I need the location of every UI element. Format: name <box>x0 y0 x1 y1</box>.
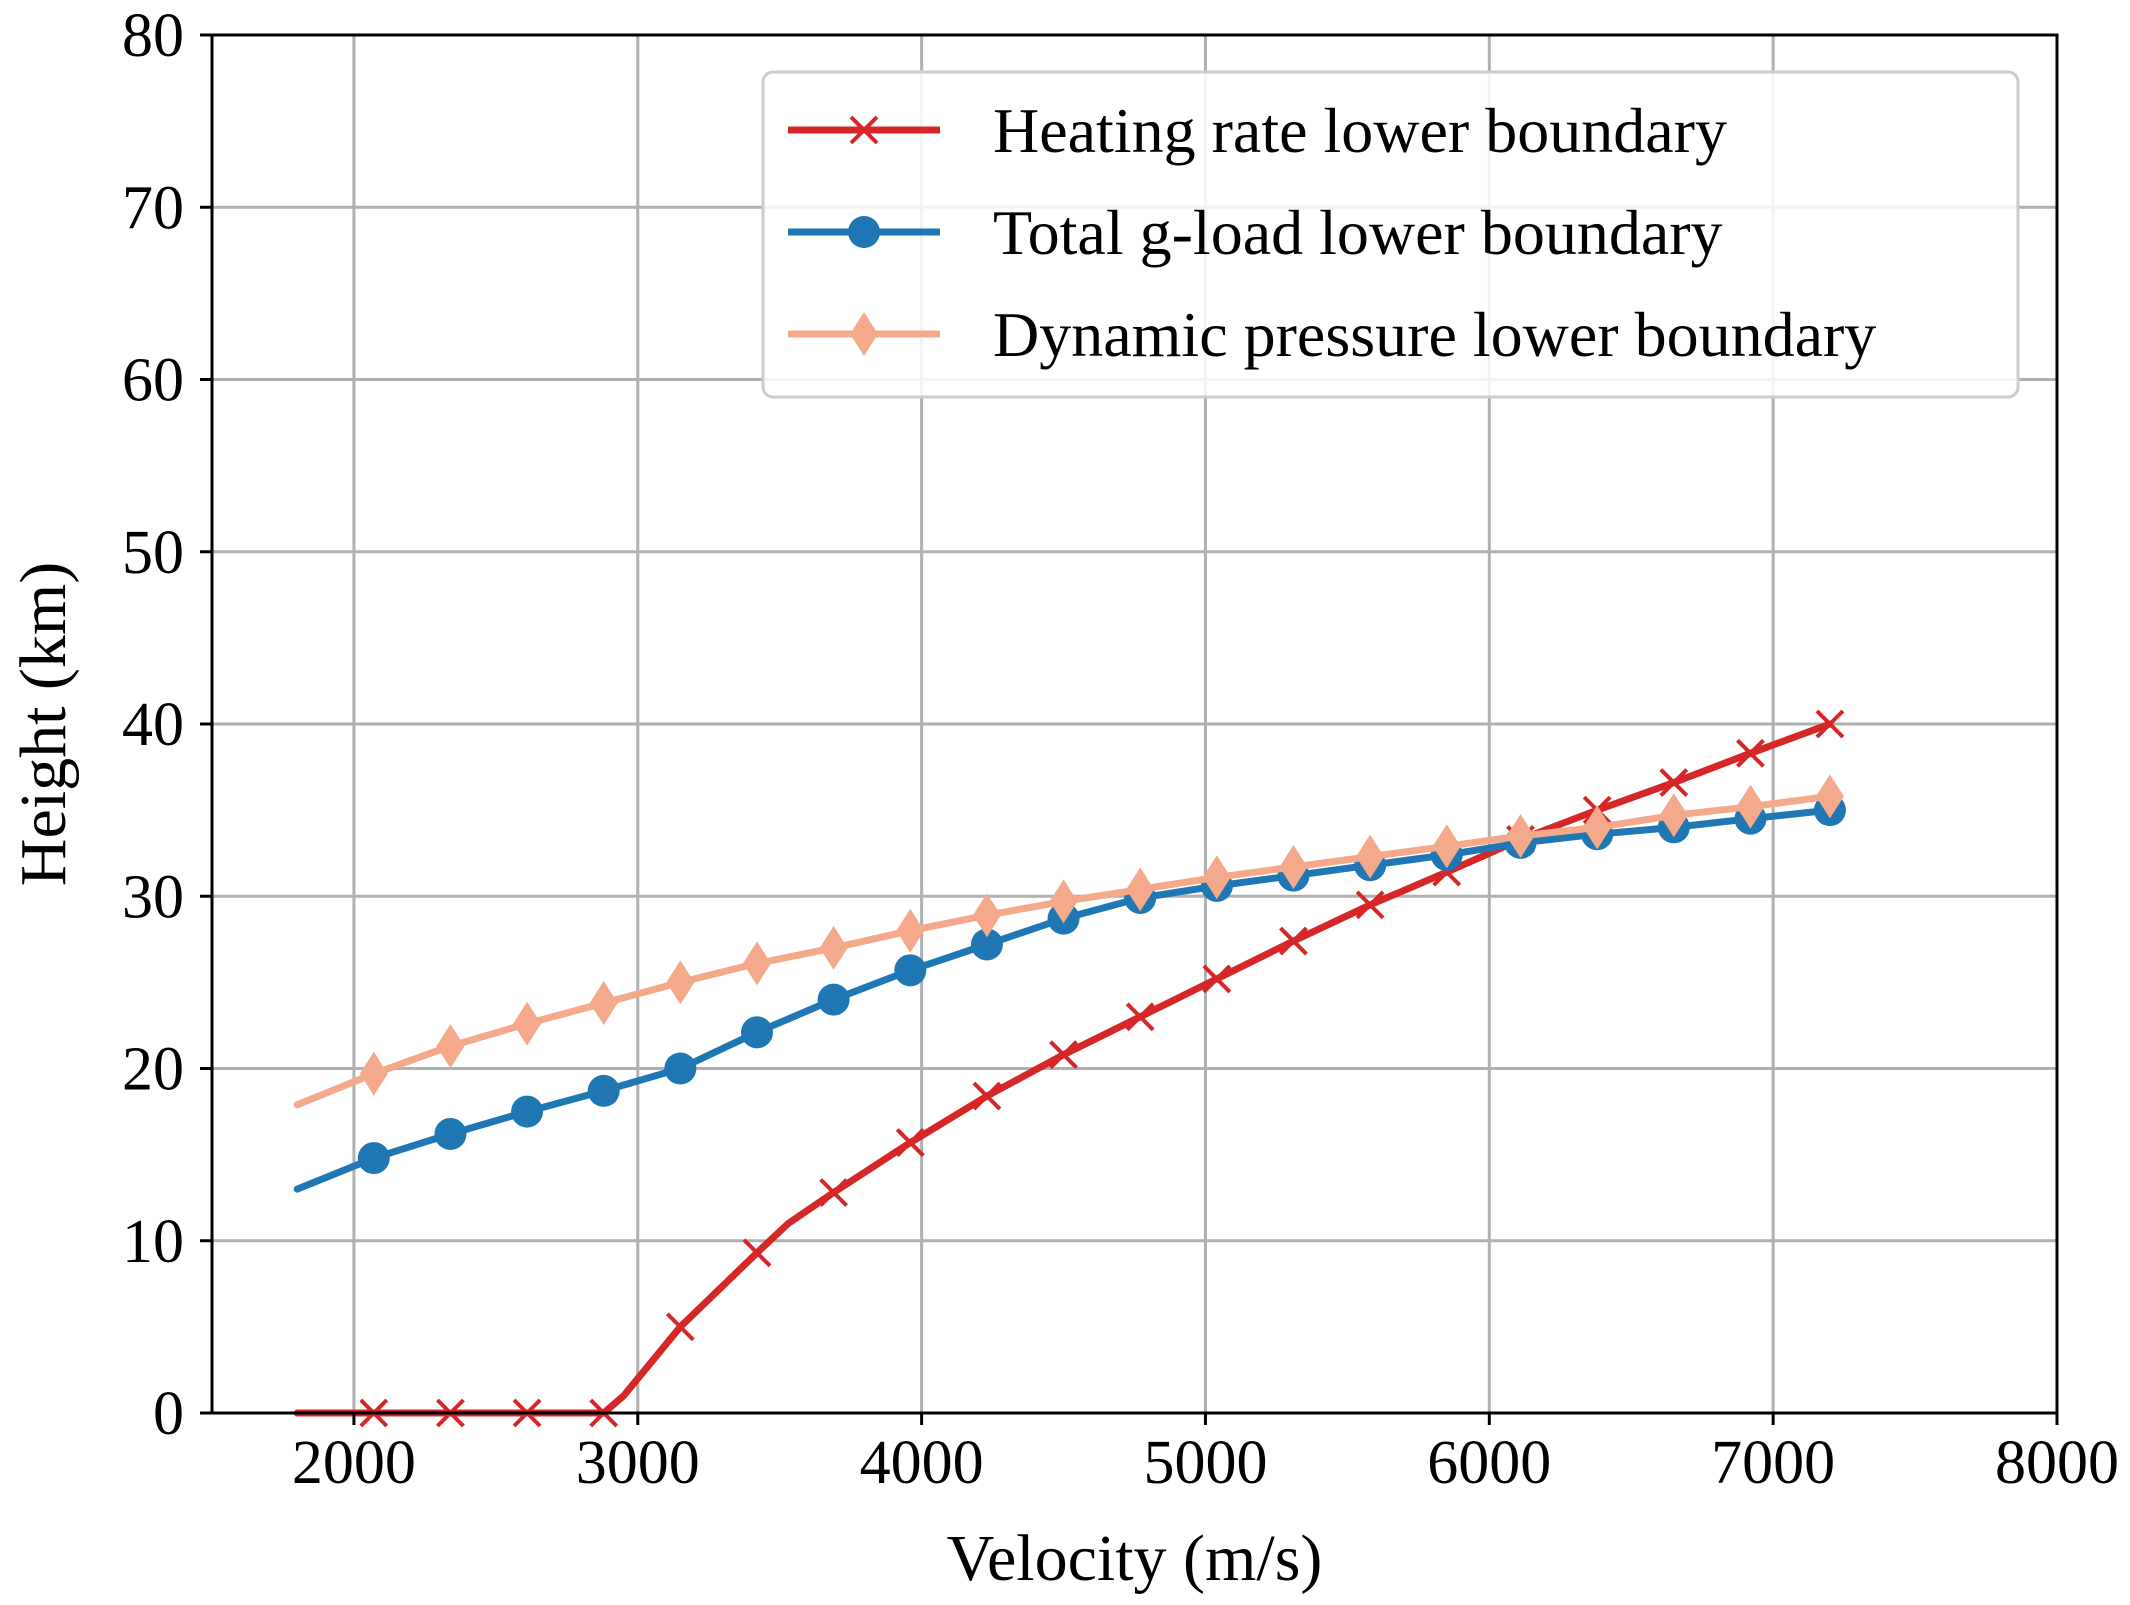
data-point <box>1279 844 1308 889</box>
data-point <box>1126 867 1155 912</box>
data-point <box>1736 784 1765 829</box>
data-point <box>1279 926 1308 956</box>
axis-ticks: 2000 3000 4000 5000 6000 7000 8000 0 10 20 30 40 50 6… <box>122 2 2119 1497</box>
x-tick-label: 4000 <box>860 1429 984 1497</box>
legend: Heating rate lower boundary Total g-load … <box>761 70 2020 399</box>
y-tick-label: 0 <box>153 1380 184 1448</box>
data-point <box>1659 768 1689 797</box>
data-point <box>1202 964 1232 994</box>
series-line <box>293 806 1834 1193</box>
y-tick-label: 40 <box>122 691 184 759</box>
y-axis-label: Height (km) <box>7 562 80 886</box>
data-point <box>1432 824 1461 869</box>
y-tick-label: 10 <box>122 1208 184 1276</box>
data-point <box>357 1142 390 1175</box>
data-point <box>587 1074 620 1107</box>
data-point <box>1815 774 1844 819</box>
data-point <box>359 1051 388 1096</box>
data-point <box>742 1238 772 1268</box>
data-point <box>742 941 771 986</box>
data-point <box>895 1128 925 1157</box>
data-point <box>1736 738 1765 768</box>
y-tick-label: 60 <box>122 347 184 415</box>
data-point <box>970 928 1003 961</box>
data-point <box>819 925 848 970</box>
legend-box <box>761 70 2020 399</box>
legend-item: Total g-load lower boundary <box>788 197 1723 268</box>
data-point <box>972 893 1001 938</box>
legend-label: Heating rate lower boundary <box>993 95 1727 166</box>
data-point <box>589 981 618 1026</box>
x-axis-label: Velocity (m/s) <box>947 1522 1323 1595</box>
data-point <box>896 908 925 953</box>
data-point <box>666 960 695 1005</box>
data-point <box>664 1052 697 1085</box>
data-point <box>819 1178 849 1207</box>
series-2 <box>293 794 1846 1193</box>
y-tick-label: 30 <box>122 863 184 931</box>
legend-item: Heating rate lower boundary <box>788 95 1727 166</box>
x-tick-label: 8000 <box>1995 1429 2119 1497</box>
legend-item: Dynamic pressure lower boundary <box>788 299 1876 370</box>
data-point <box>894 954 927 987</box>
data-point <box>436 1024 465 1069</box>
data-point <box>1659 793 1688 838</box>
data-point <box>434 1117 467 1150</box>
y-tick-label: 20 <box>122 1036 184 1104</box>
legend-marker <box>848 216 880 248</box>
data-point <box>1356 834 1385 879</box>
legend-label: Dynamic pressure lower boundary <box>993 299 1876 370</box>
legend-label: Total g-load lower boundary <box>993 197 1723 268</box>
legend-marker <box>850 312 878 356</box>
data-point <box>972 1081 1002 1111</box>
y-tick-label: 80 <box>122 2 184 70</box>
data-point <box>740 1016 773 1049</box>
plot-series <box>293 709 1846 1428</box>
data-point <box>1049 879 1078 924</box>
data-point <box>511 1095 544 1128</box>
legend-marker <box>849 115 879 145</box>
x-tick-label: 2000 <box>292 1429 416 1497</box>
data-point <box>1506 813 1535 858</box>
y-tick-label: 70 <box>122 174 184 242</box>
series-3 <box>293 774 1844 1109</box>
y-tick-label: 50 <box>122 519 184 587</box>
data-point <box>1049 1040 1078 1070</box>
x-tick-label: 7000 <box>1711 1429 1835 1497</box>
data-point <box>1125 1002 1155 1032</box>
data-point <box>665 1312 695 1342</box>
data-point <box>1202 855 1231 900</box>
x-tick-label: 3000 <box>576 1429 700 1497</box>
data-point <box>1583 805 1612 850</box>
data-point <box>1815 709 1845 739</box>
x-tick-label: 6000 <box>1427 1429 1551 1497</box>
data-point <box>817 983 850 1016</box>
data-point <box>513 1001 542 1046</box>
x-tick-label: 5000 <box>1143 1429 1267 1497</box>
data-point <box>1355 890 1385 920</box>
